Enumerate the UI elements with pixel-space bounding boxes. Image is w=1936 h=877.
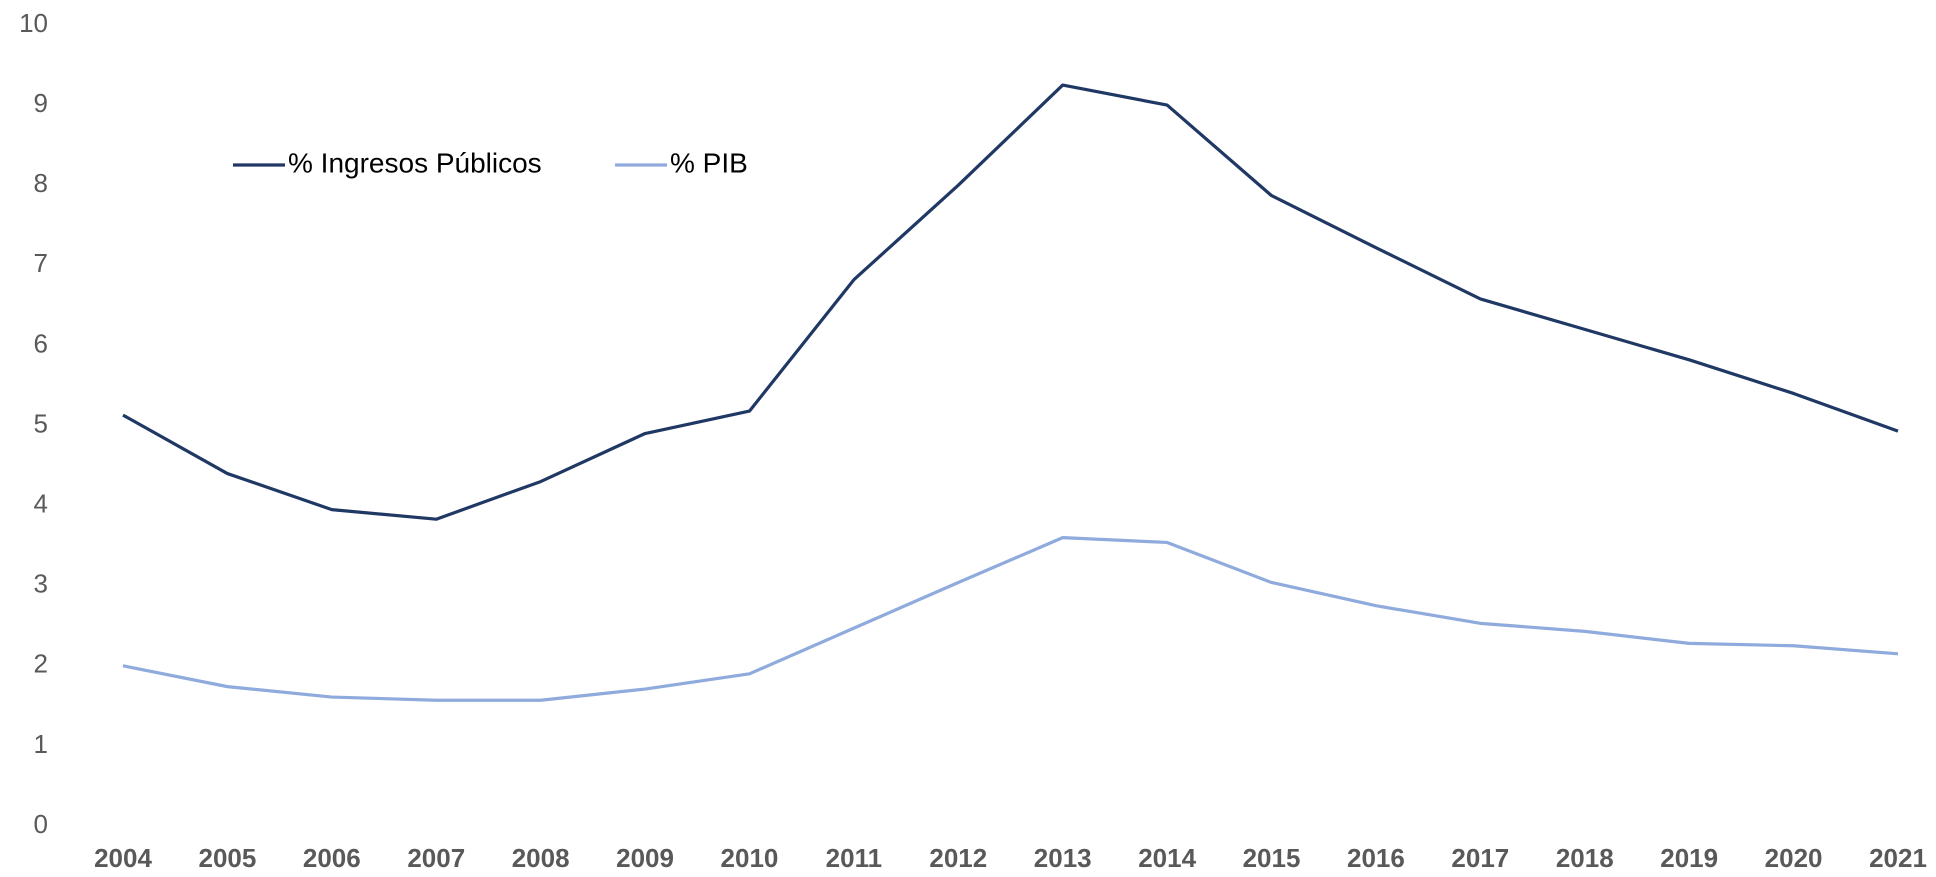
y-tick-label: 8 — [34, 168, 48, 198]
legend-label: % Ingresos Públicos — [288, 147, 542, 178]
x-tick-label: 2019 — [1660, 843, 1718, 873]
x-tick-label: 2007 — [407, 843, 465, 873]
y-tick-label: 10 — [19, 8, 48, 38]
y-tick-label: 4 — [34, 488, 48, 518]
x-tick-label: 2008 — [512, 843, 570, 873]
x-tick-label: 2015 — [1243, 843, 1301, 873]
legend-label: % PIB — [670, 147, 748, 178]
line — [122, 536, 1899, 702]
x-tick-label: 2006 — [303, 843, 361, 873]
x-tick-label: 2012 — [929, 843, 987, 873]
y-tick-label: 5 — [34, 408, 48, 438]
x-tick-label: 2011 — [826, 843, 882, 873]
y-tick-label: 7 — [34, 248, 48, 278]
y-tick-label: 9 — [34, 88, 48, 118]
y-tick-label: 1 — [34, 729, 48, 759]
x-tick-label: 2004 — [94, 843, 152, 873]
x-tick-label: 2010 — [721, 843, 779, 873]
x-tick-label: 2014 — [1138, 843, 1196, 873]
x-tick-label: 2020 — [1765, 843, 1823, 873]
x-tick-label: 2016 — [1347, 843, 1405, 873]
y-tick-label: 6 — [34, 328, 48, 358]
x-tick-label: 2017 — [1451, 843, 1509, 873]
x-tick-label: 2005 — [198, 843, 256, 873]
x-tick-label: 2018 — [1556, 843, 1614, 873]
y-tick-label: 3 — [34, 569, 48, 599]
line — [122, 83, 1899, 521]
y-tick-label: 2 — [34, 649, 48, 679]
y-tick-label: 0 — [34, 809, 48, 839]
x-tick-label: 2009 — [616, 843, 674, 873]
x-tick-label: 2021 — [1869, 843, 1927, 873]
x-tick-label: 2013 — [1034, 843, 1092, 873]
